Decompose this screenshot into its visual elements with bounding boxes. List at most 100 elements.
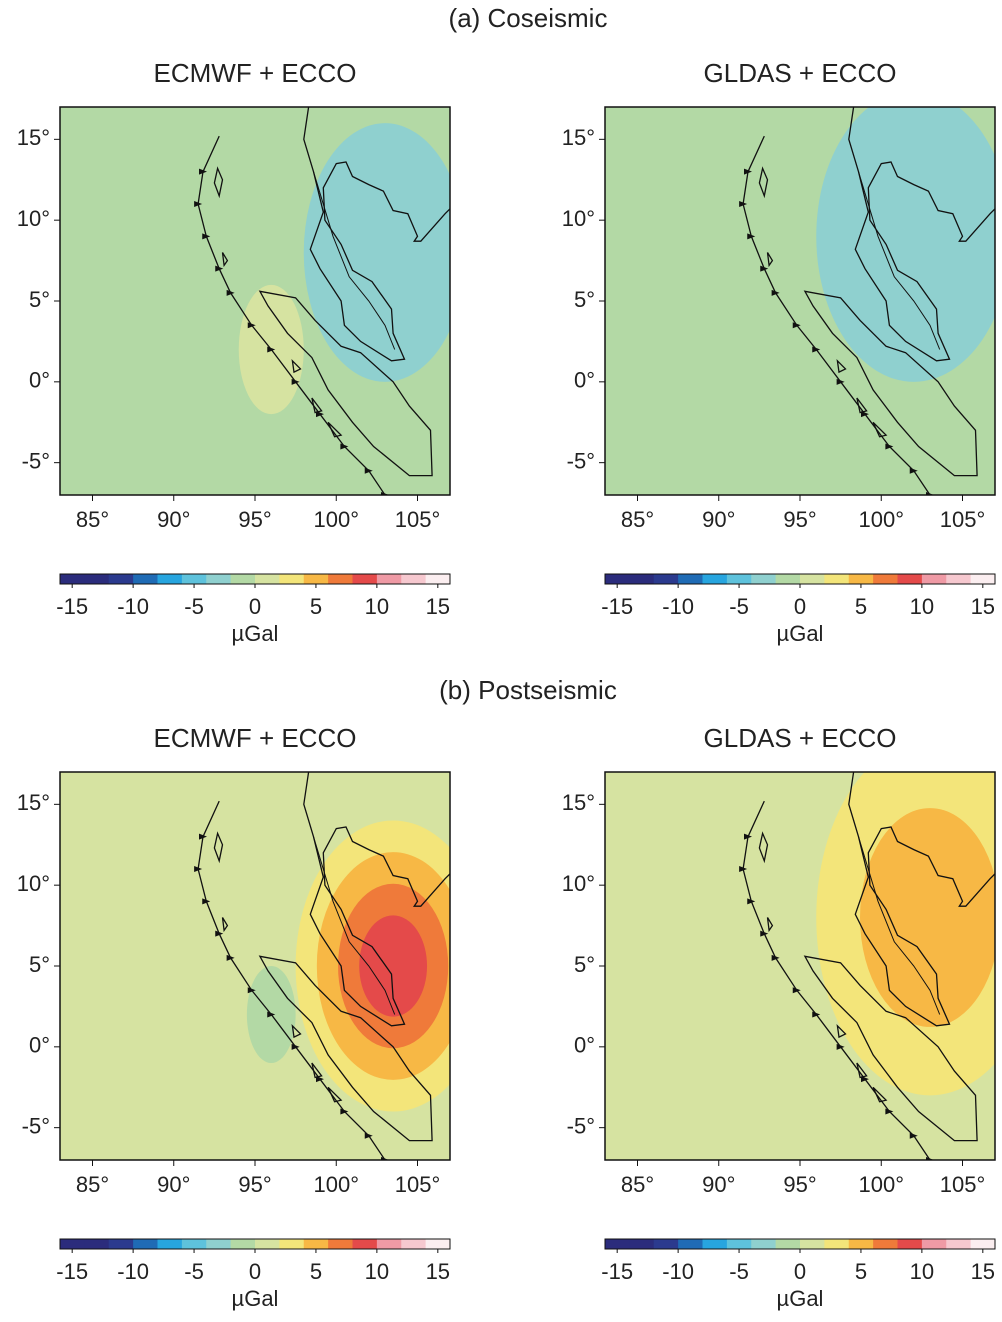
x-tick-label: 90° xyxy=(702,507,735,532)
colorbar-bin xyxy=(401,1239,427,1249)
x-tick-label: 100° xyxy=(858,507,904,532)
trench-tooth xyxy=(885,443,894,450)
colorbar-bin xyxy=(303,1239,329,1249)
trench-tooth xyxy=(226,954,235,961)
map-panel: GLDAS + ECCO 85° 90° 95° 100° 105° 15° 10° 5° 0° -… xyxy=(562,723,996,1311)
colorbar-bin xyxy=(800,1239,825,1249)
colorbar-bin xyxy=(824,574,850,584)
trench-tooth xyxy=(340,443,349,450)
colorbar-bin xyxy=(133,1239,158,1249)
colorbar-tick-label: 0 xyxy=(794,594,806,619)
field xyxy=(605,772,995,1160)
trench-tooth xyxy=(792,987,801,994)
colorbar-bin xyxy=(255,574,280,584)
coastline xyxy=(848,772,995,1027)
colorbar-bin xyxy=(946,1239,972,1249)
x-tick-label: 90° xyxy=(157,507,190,532)
map-panel: GLDAS + ECCO 85° 90° 95° 100° 105° 15° 10° 5° 0° -… xyxy=(562,58,996,646)
trench-tooth xyxy=(739,866,748,872)
colorbar-bin xyxy=(425,1239,451,1249)
x-tick-label: 95° xyxy=(238,1172,271,1197)
colorbar-bin xyxy=(702,1239,728,1249)
colorbar-tick-label: -15 xyxy=(56,594,88,619)
outlines xyxy=(739,772,995,1160)
map-panel: ECMWF + ECCO 85° 90° 95° 100° 105° 15° 10° 5° 0° -… xyxy=(17,58,451,646)
colorbar-unit: µGal xyxy=(232,621,279,646)
panel-title: GLDAS + ECCO xyxy=(704,723,897,753)
colorbar-bin xyxy=(873,1239,898,1249)
colorbar-bin xyxy=(84,1239,110,1249)
colorbar-tick-label: 5 xyxy=(855,594,867,619)
island xyxy=(758,831,769,864)
colorbar-tick-label: -10 xyxy=(117,1259,149,1284)
colorbar-tick-label: 15 xyxy=(971,594,995,619)
y-tick-label: 10° xyxy=(17,206,50,231)
colorbar-bin xyxy=(751,574,777,584)
colorbar-tick-label: -15 xyxy=(56,1259,88,1284)
colorbar-bin xyxy=(970,1239,996,1249)
trench-tooth xyxy=(226,289,235,296)
colorbar-bin xyxy=(206,1239,232,1249)
coastline xyxy=(303,772,450,1027)
section-title: (a) Coseismic xyxy=(449,3,608,33)
colorbar-bin xyxy=(108,1239,134,1249)
outlines xyxy=(194,772,450,1160)
x-tick-label: 85° xyxy=(621,1172,654,1197)
x-tick-label: 105° xyxy=(940,1172,986,1197)
colorbar-bin xyxy=(230,574,256,584)
x-tick-label: 100° xyxy=(313,1172,359,1197)
colorbar-bin xyxy=(678,574,703,584)
coastline xyxy=(258,290,433,477)
colorbar-tick-label: -10 xyxy=(662,594,694,619)
island xyxy=(291,358,302,374)
colorbar-tick-label: -15 xyxy=(601,594,633,619)
colorbar-bin xyxy=(230,1239,256,1249)
colorbar-tick-label: 10 xyxy=(365,594,389,619)
colorbar-bin xyxy=(352,1239,378,1249)
colorbar-bin xyxy=(157,1239,183,1249)
trench-tooth xyxy=(812,1011,821,1018)
trench-tooth xyxy=(771,289,780,296)
colorbar-tick-label: 0 xyxy=(249,1259,261,1284)
y-tick-label: 0° xyxy=(29,1033,50,1058)
colorbar-bin xyxy=(279,574,305,584)
y-tick-label: 5° xyxy=(29,952,50,977)
trench-tooth xyxy=(340,1108,349,1115)
y-tick-label: 10° xyxy=(562,871,595,896)
colorbar-bin xyxy=(824,1239,850,1249)
colorbar-tick-label: 5 xyxy=(855,1259,867,1284)
trench-tooth xyxy=(267,1011,276,1018)
trench-tooth xyxy=(291,378,300,385)
anomaly-contour xyxy=(303,123,450,382)
border xyxy=(313,836,396,1015)
trench-tooth xyxy=(861,411,869,418)
colorbar-bin xyxy=(108,574,134,584)
field xyxy=(60,772,450,1160)
colorbar-bin xyxy=(303,574,329,584)
trench-tooth xyxy=(316,1076,324,1083)
x-tick-label: 100° xyxy=(858,1172,904,1197)
trench-tooth xyxy=(836,378,845,385)
trench-tooth xyxy=(812,346,821,353)
y-tick-label: -5° xyxy=(22,448,50,473)
border xyxy=(313,171,396,350)
y-tick-label: -5° xyxy=(22,1113,50,1138)
y-tick-label: 5° xyxy=(574,287,595,312)
coastline xyxy=(848,107,995,362)
trench-tooth xyxy=(199,168,207,175)
colorbar-tick-label: 10 xyxy=(910,594,934,619)
colorbar-bin xyxy=(401,574,427,584)
trench-tooth xyxy=(861,1076,869,1083)
trench-tooth xyxy=(247,987,256,994)
colorbar-bin xyxy=(921,1239,947,1249)
y-tick-label: 15° xyxy=(562,790,595,815)
trench-tooth xyxy=(836,1043,845,1050)
colorbar-tick-label: -5 xyxy=(729,1259,749,1284)
colorbar-bin xyxy=(775,574,801,584)
colorbar-bin xyxy=(181,574,207,584)
panel-title: ECMWF + ECCO xyxy=(154,58,357,88)
x-tick-label: 85° xyxy=(76,1172,109,1197)
colorbar-tick-label: -5 xyxy=(184,594,204,619)
colorbar-tick-label: 5 xyxy=(310,594,322,619)
colorbar-tick-label: 15 xyxy=(426,594,450,619)
